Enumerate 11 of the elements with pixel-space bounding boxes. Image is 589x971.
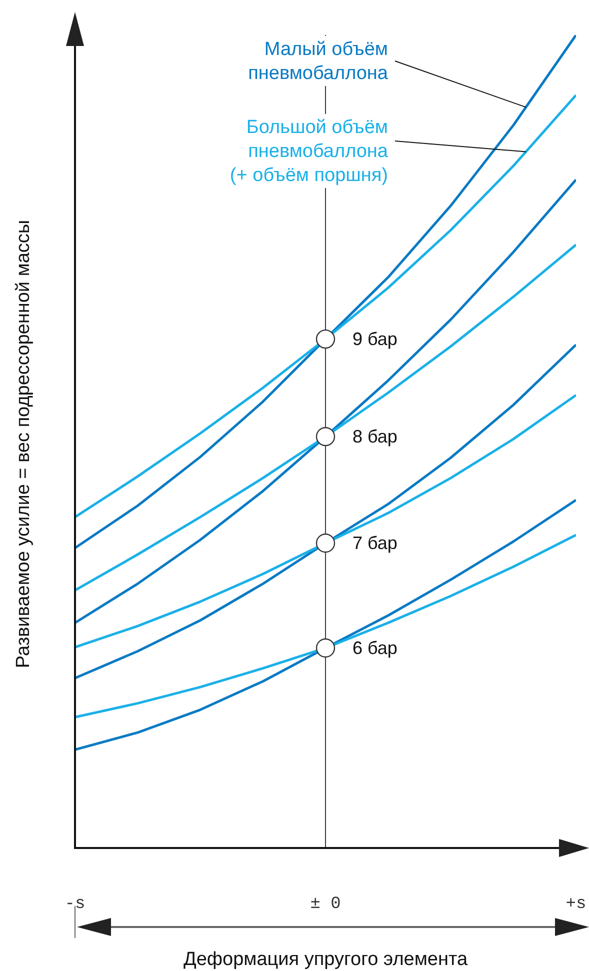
x-tick-label: ± 0 xyxy=(310,895,341,914)
x-axis-title: Деформация упругого элемента xyxy=(183,949,468,970)
annotation: 7 бар xyxy=(352,533,398,554)
text: Большой объём пневмобаллона (+ объём поршня) xyxy=(230,117,388,186)
text: Малый объём пневмобаллона xyxy=(248,39,388,84)
annotation: 8 бар xyxy=(352,426,398,447)
x-tick-label: -s xyxy=(64,895,86,914)
annotation: 9 бар xyxy=(352,329,398,350)
x-tick-label: +s xyxy=(566,895,586,914)
annotation: 6 бар xyxy=(352,638,398,658)
y-axis-title: Развиваемое усилие = вес подрессоренной массы xyxy=(13,220,34,668)
